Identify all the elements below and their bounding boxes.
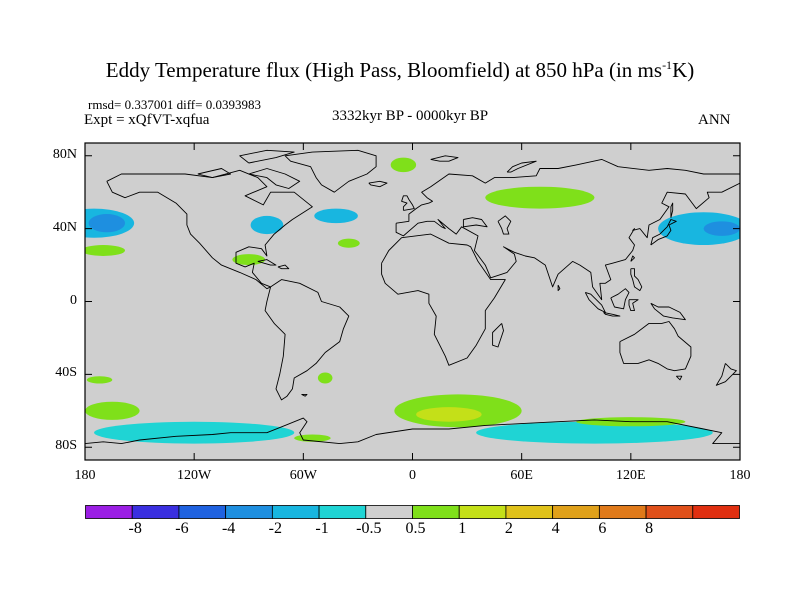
anomaly-n-pacific-green — [85, 245, 126, 256]
y-tick-label: 40N — [52, 219, 77, 235]
colorbar-label: -0.5 — [356, 520, 382, 537]
anomaly-n-atlantic-east — [314, 208, 358, 224]
coastline-philippines — [630, 268, 643, 292]
colorbar-swatch — [225, 505, 273, 519]
coastline-madagascar — [492, 323, 504, 348]
coastline-java — [603, 311, 621, 317]
coastline-falklands — [301, 393, 308, 397]
plot-title: Eddy Temperature flux (High Pass, Bloomf… — [105, 58, 695, 82]
coastline-cuba — [257, 259, 277, 266]
coastline-new-guinea — [650, 302, 686, 321]
colorbar-swatch — [131, 505, 180, 519]
axis-ticks — [84, 143, 741, 460]
coastline-uk — [401, 195, 415, 211]
anomaly-greenland-green — [390, 157, 417, 173]
anomaly-sw-pacific-green — [85, 401, 140, 420]
coastline-japan — [650, 219, 677, 246]
y-tick-label: 40S — [55, 365, 77, 381]
coastline-new-zealand — [715, 363, 737, 386]
coastline-layer — [85, 149, 740, 445]
colorbar-swatch — [645, 505, 694, 519]
coastline-novaya-zemlya — [506, 160, 537, 173]
colorbar-swatch — [178, 505, 227, 519]
colorbar-label: -2 — [268, 520, 283, 537]
x-tick-label: 0 — [409, 468, 416, 483]
colorbar-label: 1 — [458, 520, 467, 537]
coastline-borneo — [610, 288, 630, 310]
colorbar-swatch — [505, 505, 554, 519]
colorbar-swatch — [692, 505, 740, 519]
colorbar-swatch — [458, 505, 507, 519]
anomaly-s-atlantic-green — [317, 372, 333, 384]
x-tick-label: 180 — [729, 468, 751, 483]
colorbar-swatch — [271, 505, 320, 519]
y-tick-label: 80N — [52, 146, 77, 162]
colorbar-swatch — [552, 505, 600, 519]
colorbar-swatch — [598, 505, 647, 519]
y-tick-label: 80S — [55, 438, 77, 454]
coastline-sakhalin — [670, 202, 674, 218]
colorbar-label: -4 — [221, 520, 236, 537]
colorbar-swatch — [412, 505, 460, 519]
anomaly-n-atlantic-green — [337, 238, 360, 248]
colorbar-label: -6 — [175, 520, 189, 537]
colorbar-label: -8 — [128, 520, 142, 537]
colorbar-swatch — [365, 505, 413, 519]
coastline-tasmania — [675, 375, 683, 381]
anomaly-gulf-mexico-green — [232, 254, 266, 266]
anomaly-n-pacific-west-strong — [88, 214, 126, 233]
coastline-greenland — [284, 149, 377, 193]
y-tick-label: 0 — [70, 292, 77, 308]
coastline-sulawesi — [628, 299, 639, 312]
coastline-baffin — [248, 168, 301, 189]
anomaly-n-atlantic-west — [250, 215, 284, 235]
colorbar-label: 4 — [551, 520, 560, 537]
experiment-label: Expt = xQfVT-xqfua — [84, 112, 210, 128]
anomaly-asia-green — [485, 186, 595, 209]
anomaly-se-pacific-green — [86, 376, 113, 384]
coastline-africa — [381, 233, 506, 366]
coastline-caspian-sea — [497, 215, 512, 235]
x-tick-label: 180 — [74, 468, 96, 483]
coastline-south-america — [264, 279, 350, 401]
period-label: 3332kyr BP - 0000kyr BP — [331, 108, 489, 124]
colorbar-label: 2 — [504, 520, 513, 537]
x-tick-label: 60E — [510, 468, 533, 483]
colorbar-label: 8 — [645, 520, 654, 537]
coastline-ellesmere — [239, 149, 295, 164]
stats-text: rmsd= 0.337001 diff= 0.0393983 — [88, 97, 261, 112]
anomaly-nw-pacific-east-strong — [703, 221, 740, 236]
x-tick-label: 120W — [177, 468, 212, 483]
colorbar — [85, 505, 740, 519]
colorbar-swatch — [318, 505, 367, 519]
colorbar-label: 0.5 — [405, 520, 426, 537]
season-label: ANN — [698, 112, 731, 128]
x-tick-label: 120E — [616, 468, 646, 483]
colorbar-label: 6 — [598, 520, 607, 537]
coastline-hispaniola — [277, 264, 290, 270]
coastline-victoria-island — [197, 168, 232, 179]
colorbar-swatch — [85, 505, 133, 519]
colorbar-label: -1 — [315, 520, 329, 537]
anomaly-nw-pacific-east — [658, 212, 740, 246]
x-tick-label: 60W — [289, 468, 317, 483]
coastline-eurasia — [395, 158, 740, 301]
coastline-antarctica — [85, 417, 740, 445]
anomaly-southern-ocean-yellow — [416, 407, 482, 422]
coastline-sri-lanka — [557, 284, 561, 292]
anomaly-antarctic-cyan-east — [476, 421, 713, 444]
coastline-north-america — [106, 169, 313, 290]
coastline-iceland — [368, 180, 388, 188]
coastline-taiwan — [630, 255, 635, 262]
coastline-svalbard — [430, 155, 459, 162]
coastline-black-sea — [462, 217, 488, 228]
anomaly-antarctic-cyan-west — [94, 421, 295, 444]
coastline-australia — [619, 321, 692, 372]
